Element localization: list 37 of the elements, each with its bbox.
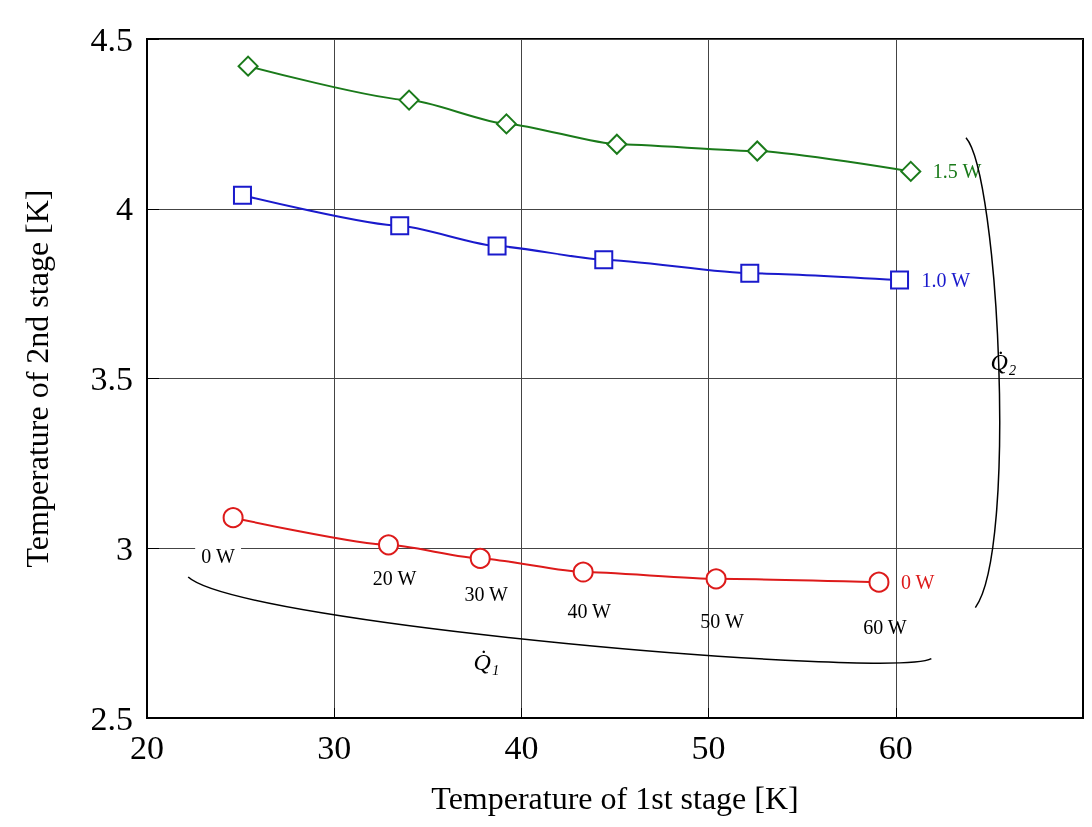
y-tick-label: 4 [116, 190, 133, 228]
point [390, 216, 410, 236]
y-axis-title: Temperature of 2nd stage [K] [19, 189, 55, 568]
annotation: 0 W [201, 544, 235, 567]
x-axis-title: Temperature of 1st stage [K] [431, 780, 799, 816]
point [469, 547, 491, 569]
point [487, 236, 507, 256]
annotation: 20 W [372, 566, 417, 589]
point [890, 270, 910, 290]
point [232, 185, 252, 205]
point [740, 263, 760, 283]
y-tick-label: 3.5 [90, 360, 133, 397]
x-tick-label: 20 [130, 728, 164, 766]
point [746, 140, 768, 162]
point [495, 113, 517, 135]
point [900, 160, 922, 182]
point [378, 534, 399, 556]
series-label: 0 W [900, 571, 935, 594]
x-tick-label: 60 [878, 728, 913, 766]
point [606, 133, 628, 155]
x-tick-label: 50 [691, 728, 726, 766]
annotation: 40 W [567, 600, 612, 623]
y-tick-label: 4.5 [90, 20, 133, 58]
point [572, 561, 594, 583]
annotation: 30 W [464, 583, 509, 606]
point [705, 568, 727, 590]
x-tick-label: 30 [317, 728, 352, 766]
series-label: 1.0 W [921, 269, 971, 292]
point [398, 89, 420, 111]
annotation: Q̇₁ [473, 649, 500, 676]
y-tick-label: 2.5 [90, 699, 133, 737]
point [222, 507, 244, 529]
y-tick-label: 3 [116, 529, 133, 567]
x-tick-label: 40 [504, 728, 539, 766]
point [594, 250, 614, 270]
point [237, 55, 259, 77]
point [868, 571, 890, 593]
